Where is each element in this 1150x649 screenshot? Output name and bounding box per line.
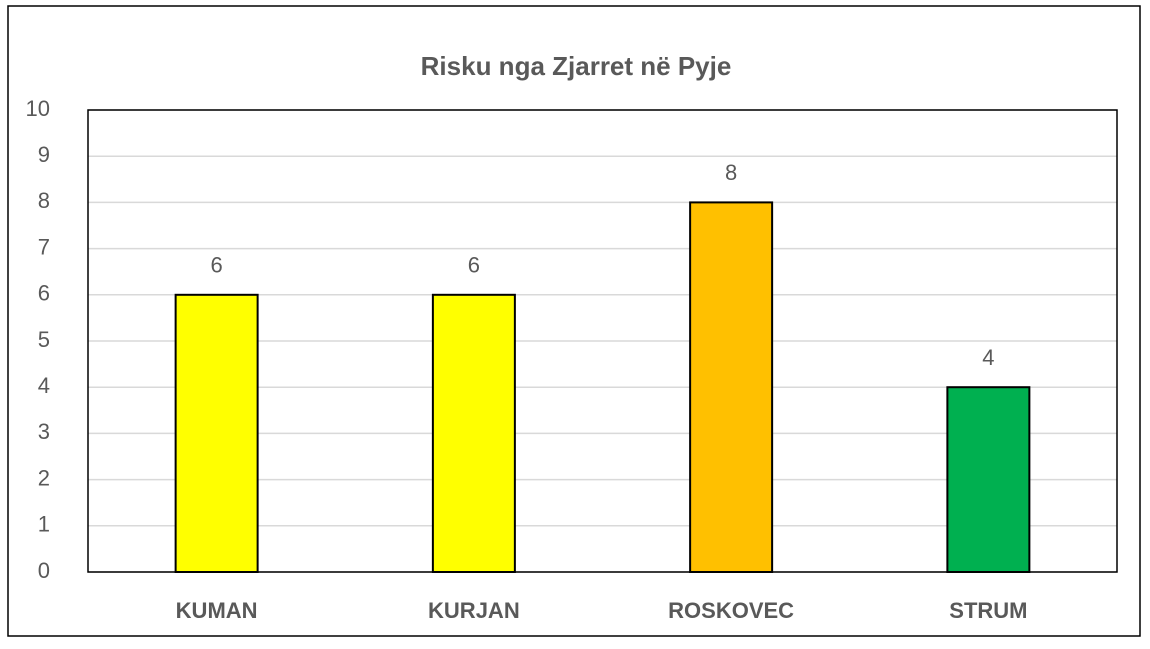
x-tick-label: KURJAN [428,598,520,623]
y-tick-label: 3 [38,419,50,444]
y-tick-label: 9 [38,142,50,167]
bar [946,386,1031,574]
plot-area [87,109,1118,573]
y-tick-label: 8 [38,188,50,213]
bar [689,201,774,573]
data-label: 4 [982,345,994,370]
y-tick-label: 4 [38,373,50,398]
y-tick-label: 2 [38,465,50,490]
y-tick-label: 1 [38,512,50,537]
y-tick-label: 10 [26,96,50,121]
data-label: 8 [725,160,737,185]
x-tick-label: STRUM [949,598,1027,623]
x-tick-label: ROSKOVEC [668,598,794,623]
x-tick-label: KUMAN [176,598,258,623]
y-tick-label: 6 [38,281,50,306]
bar [431,293,516,573]
data-label: 6 [468,253,480,278]
chart-title: Risku nga Zjarret në Pyje [421,51,732,81]
y-tick-label: 7 [38,234,50,259]
data-label: 6 [211,253,223,278]
y-tick-label: 5 [38,327,50,352]
bar [174,293,259,573]
y-tick-label: 0 [38,558,50,583]
